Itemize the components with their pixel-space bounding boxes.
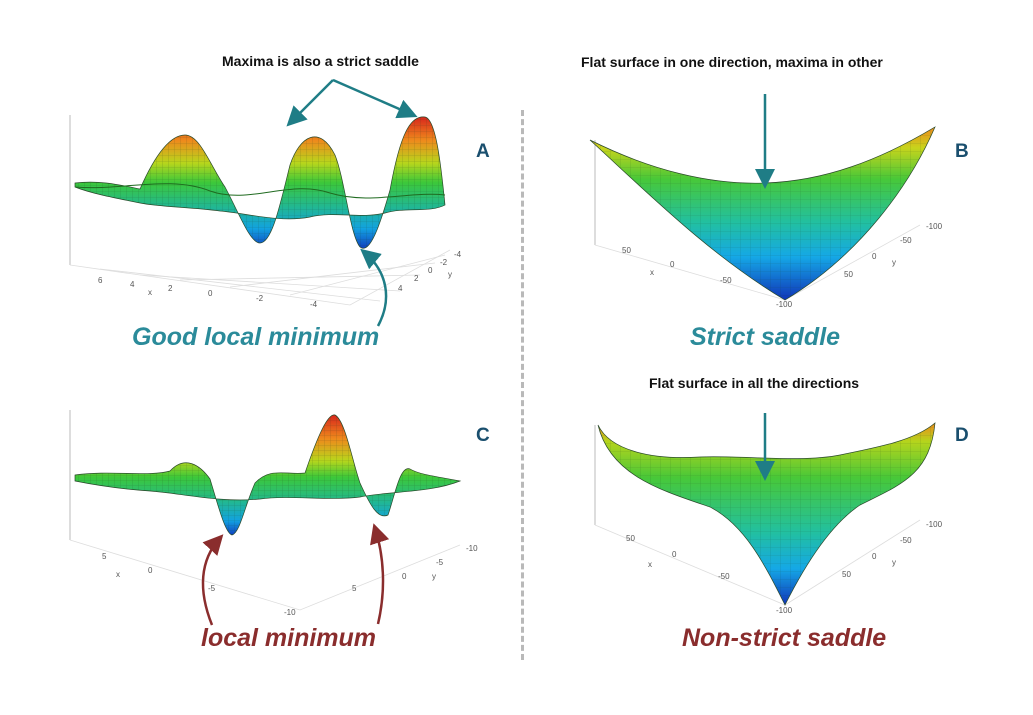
surface-plot-b: 50 0 -50 -100 x -100 -50 0 50 y <box>589 126 943 309</box>
caption-a: Good local minimum <box>132 323 380 351</box>
x-tick: -2 <box>256 294 264 303</box>
annotation-b: Flat surface in one direction, maxima in… <box>581 54 883 70</box>
panel-letter-a: A <box>476 141 490 162</box>
x-tick: 0 <box>208 289 213 298</box>
y-tick: -100 <box>926 520 943 529</box>
y-tick: -4 <box>454 250 462 259</box>
plot-panel-c: 5 0 -5 -10 x -10 -5 0 5 y <box>60 395 540 715</box>
x-tick: -10 <box>284 608 296 617</box>
floor-grid-a <box>69 249 451 306</box>
x-tick: -5 <box>208 584 216 593</box>
panel-letter-c: C <box>476 425 490 446</box>
surface-plot-d: 50 0 -50 -100 x -100 -50 0 50 y <box>594 422 943 615</box>
x-tick: 2 <box>168 284 173 293</box>
x-tick: -50 <box>720 276 732 285</box>
caption-d: Non-strict saddle <box>682 624 887 652</box>
y-tick: -50 <box>900 236 912 245</box>
x-tick: -100 <box>776 606 793 615</box>
floor-grid-c <box>69 539 461 611</box>
y-axis-label: y <box>448 270 452 279</box>
x-tick: 0 <box>670 260 675 269</box>
x-tick: -4 <box>310 300 318 309</box>
x-tick: -100 <box>776 300 793 309</box>
y-tick: 0 <box>872 252 877 261</box>
annotation-a: Maxima is also a strict saddle <box>222 53 419 69</box>
x-ticks-a: 6 4 2 0 -2 -4 x -4 -2 0 2 4 y <box>98 250 462 309</box>
plot-panel-b: 50 0 -50 -100 x -100 -50 0 50 y <box>540 95 1020 415</box>
x-tick: 50 <box>626 534 635 543</box>
y-tick: 0 <box>402 572 407 581</box>
y-axis-label: y <box>432 572 436 581</box>
x-axis-label: x <box>116 570 120 579</box>
caption-c: local minimum <box>201 624 377 652</box>
y-axis-label: y <box>892 258 896 267</box>
y-tick: 4 <box>398 284 403 293</box>
y-tick: 0 <box>872 552 877 561</box>
x-tick: 0 <box>672 550 677 559</box>
y-tick: 50 <box>844 270 853 279</box>
x-axis-label: x <box>148 288 152 297</box>
x-tick: -50 <box>718 572 730 581</box>
y-tick: -2 <box>440 258 448 267</box>
panel-letter-b: B <box>955 141 969 162</box>
x-tick: 4 <box>130 280 135 289</box>
y-tick: -5 <box>436 558 444 567</box>
x-tick: 6 <box>98 276 103 285</box>
annotation-d: Flat surface in all the directions <box>649 375 860 391</box>
x-tick: 0 <box>148 566 153 575</box>
y-tick: 5 <box>352 584 357 593</box>
x-tick: 50 <box>622 246 631 255</box>
plot-panel-d: 50 0 -50 -100 x -100 -50 0 50 y <box>540 395 1020 715</box>
plot-panel-a: 6 4 2 0 -2 -4 x -4 -2 0 2 4 y <box>60 95 540 415</box>
y-tick: 0 <box>428 266 433 275</box>
x-axis-label: x <box>650 268 654 277</box>
x-tick: 5 <box>102 552 107 561</box>
y-tick: -10 <box>466 544 478 553</box>
y-tick: -50 <box>900 536 912 545</box>
x-axis-label: x <box>648 560 652 569</box>
y-tick: -100 <box>926 222 943 231</box>
dashed-divider <box>521 110 524 660</box>
panel-letter-d: D <box>955 425 969 446</box>
y-tick: 50 <box>842 570 851 579</box>
caption-b: Strict saddle <box>690 323 841 351</box>
surface-plot-a: 6 4 2 0 -2 -4 x -4 -2 0 2 4 y <box>69 115 462 309</box>
y-axis-label: y <box>892 558 896 567</box>
y-tick: 2 <box>414 274 419 283</box>
surface-plot-c: 5 0 -5 -10 x -10 -5 0 5 y <box>69 410 478 617</box>
